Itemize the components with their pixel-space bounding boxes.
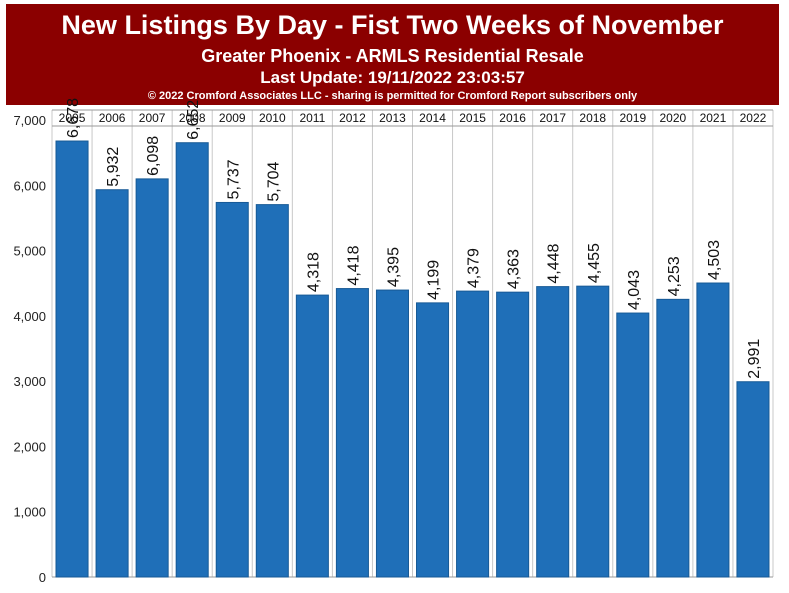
chart-title: New Listings By Day - Fist Two Weeks of … (61, 10, 724, 40)
category-axis: 2005 2006 2007 2008 2009 2010 2011 2012 2013 2014… (59, 111, 767, 125)
category-label: 2012 (339, 111, 366, 125)
data-label: 6,678 (65, 98, 82, 138)
category-label: 2015 (459, 111, 486, 125)
y-tick-label: 6,000 (13, 178, 46, 193)
bar (656, 298, 690, 578)
data-labels: 6,678 5,932 6,098 6,652 5,737 5,704 4,318 4,418… (65, 98, 763, 379)
data-label: 4,503 (706, 240, 723, 280)
y-tick-label: 0 (39, 570, 46, 585)
category-label: 2013 (379, 111, 406, 125)
copyright-note: © 2022 Cromford Associates LLC - sharing… (147, 90, 638, 102)
title-banner: New Listings By Day - Fist Two Weeks of … (6, 4, 779, 105)
data-label: 4,379 (466, 248, 483, 288)
category-label: 2010 (259, 111, 286, 125)
category-label: 2014 (419, 111, 446, 125)
data-label: 5,704 (265, 161, 282, 201)
category-label: 2007 (139, 111, 166, 125)
data-label: 2,991 (746, 339, 763, 379)
bar (616, 312, 650, 578)
category-label: 2006 (99, 111, 126, 125)
bar (175, 142, 209, 578)
data-label: 4,363 (506, 249, 523, 289)
data-label: 4,395 (385, 247, 402, 287)
category-label: 2021 (700, 111, 727, 125)
data-label: 4,318 (305, 252, 322, 292)
bar (456, 290, 490, 578)
bar (696, 282, 730, 578)
category-label: 2019 (619, 111, 646, 125)
data-label: 4,418 (345, 245, 362, 285)
y-tick-label: 4,000 (13, 309, 46, 324)
bar (536, 286, 570, 578)
bar (496, 291, 530, 578)
bar (55, 140, 89, 578)
category-label: 2017 (539, 111, 566, 125)
bar (215, 201, 249, 578)
plot-frame (51, 109, 774, 578)
data-label: 6,652 (185, 100, 202, 140)
data-label: 5,932 (105, 147, 122, 187)
category-label: 2005 (59, 111, 86, 125)
y-tick-label: 5,000 (13, 244, 46, 259)
category-label: 2018 (579, 111, 606, 125)
y-tick-label: 2,000 (13, 439, 46, 454)
bar (335, 288, 369, 578)
category-label: 2016 (499, 111, 526, 125)
y-tick-label: 3,000 (13, 374, 46, 389)
bar (736, 381, 770, 578)
last-update: Last Update: 19/11/2022 23:03:57 (260, 68, 525, 87)
y-tick-label: 1,000 (13, 505, 46, 520)
y-axis: 0 1,000 2,000 3,000 4,000 5,000 6,000 7,000 (13, 113, 46, 585)
category-label: 2020 (660, 111, 687, 125)
data-label: 6,098 (145, 136, 162, 176)
data-label: 5,737 (225, 159, 242, 199)
bar (375, 289, 409, 578)
category-label: 2008 (179, 111, 206, 125)
chart-subtitle: Greater Phoenix - ARMLS Residential Resa… (201, 46, 584, 66)
data-label: 4,199 (426, 260, 443, 300)
data-label: 4,043 (626, 270, 643, 310)
bar (255, 204, 289, 578)
y-tick-label: 7,000 (13, 113, 46, 128)
bars (55, 140, 770, 578)
bar (295, 294, 329, 578)
bar (95, 189, 129, 578)
bar (416, 302, 450, 578)
data-label: 4,455 (586, 243, 603, 283)
bar (135, 178, 169, 578)
category-label: 2009 (219, 111, 246, 125)
bar (576, 285, 610, 578)
data-label: 4,448 (546, 243, 563, 283)
data-label: 4,253 (666, 256, 683, 296)
category-label: 2011 (299, 111, 325, 125)
category-label: 2022 (740, 111, 767, 125)
